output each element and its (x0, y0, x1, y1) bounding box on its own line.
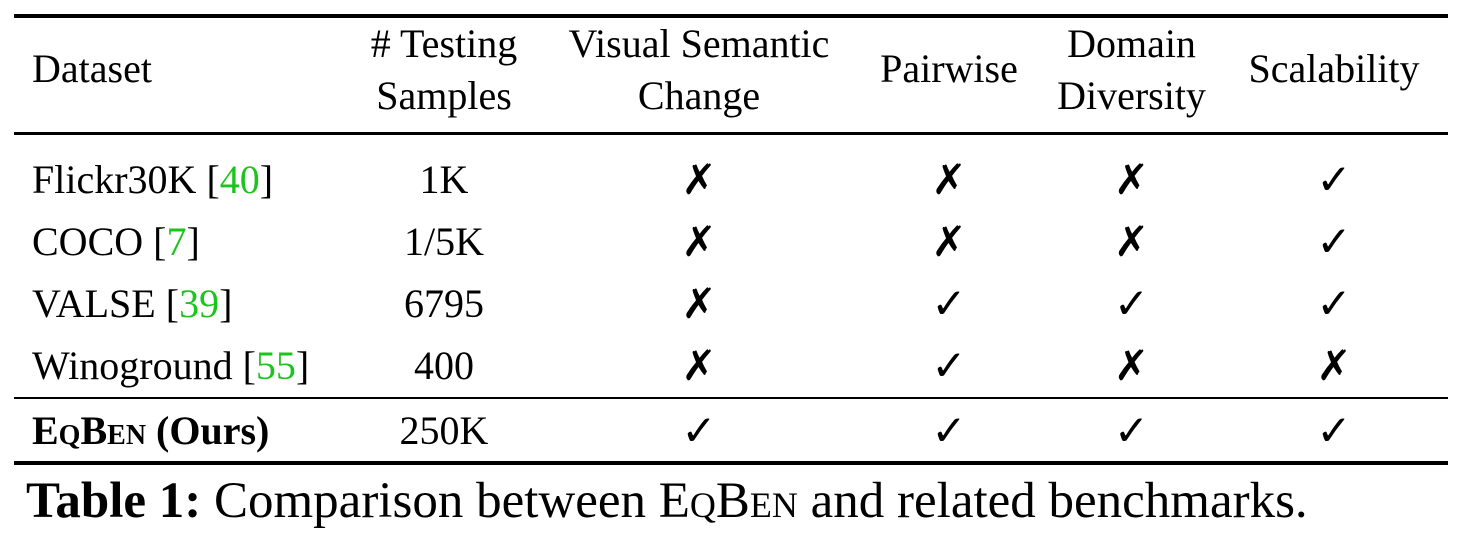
table-ours-rule (14, 397, 1448, 399)
check-icon: ✓ (1316, 155, 1352, 204)
dataset-name: Winoground (32, 343, 233, 388)
header-pairwise: Pairwise (880, 46, 1018, 91)
check-icon: ✓ (1316, 279, 1352, 328)
header-domain-line1: Domain (1067, 21, 1196, 66)
citation-link[interactable]: 55 (255, 343, 296, 388)
caption-eqben-name: EqBen (658, 473, 798, 529)
check-icon: ✓ (931, 406, 967, 455)
caption-text-before: Comparison between (214, 473, 646, 529)
check-icon: ✓ (1113, 279, 1150, 328)
header-testing-samples: # Testing Samples (344, 18, 544, 122)
header-visual-line1: Visual Semantic (568, 21, 830, 66)
table-row-ours-name: EqBen (Ours) (32, 405, 269, 457)
cross-icon: ✗ (1316, 341, 1352, 390)
check-icon: ✓ (1113, 406, 1150, 455)
table-row-dataset: COCO [7] (32, 219, 200, 264)
citation-link[interactable]: 40 (219, 157, 260, 202)
header-scalability: Scalability (1248, 46, 1420, 91)
header-domain-diversity: Domain Diversity (1044, 18, 1219, 122)
cross-icon: ✗ (681, 341, 717, 390)
cross-icon: ✗ (931, 155, 967, 204)
header-testing-samples-line2: Samples (376, 73, 512, 118)
dataset-name: VALSE (32, 281, 156, 326)
header-dataset: Dataset (32, 46, 152, 91)
eqben-name: EqBen (32, 408, 147, 453)
caption-label: Table 1: (26, 473, 202, 529)
citation-link[interactable]: 39 (179, 281, 220, 326)
table-caption: Table 1: Comparison between EqBen and re… (26, 470, 1308, 532)
header-domain-line2: Diversity (1057, 73, 1206, 118)
table-row-samples: 400 (414, 343, 474, 388)
table-row-dataset: VALSE [39] (32, 281, 233, 326)
dataset-name: Flickr30K (32, 157, 197, 202)
check-icon: ✓ (1316, 217, 1352, 266)
table-row-samples: 1K (419, 157, 469, 202)
table-header-rule (14, 132, 1448, 135)
ours-suffix: (Ours) (156, 408, 270, 453)
cross-icon: ✗ (1113, 341, 1150, 390)
cross-icon: ✗ (681, 217, 717, 266)
table-bottom-rule (14, 461, 1448, 465)
table-row-dataset: Flickr30K [40] (32, 157, 274, 202)
table-row-samples: 6795 (404, 281, 484, 326)
dataset-name: COCO (32, 219, 144, 264)
cross-icon: ✗ (1113, 217, 1150, 266)
cross-icon: ✗ (681, 155, 717, 204)
header-testing-samples-line1: # Testing (370, 21, 518, 66)
check-icon: ✓ (931, 279, 967, 328)
header-visual-line2: Change (637, 73, 761, 118)
table-row-samples: 1/5K (404, 219, 484, 264)
check-icon: ✓ (931, 341, 967, 390)
cross-icon: ✗ (681, 279, 717, 328)
table-top-rule (14, 14, 1448, 18)
table-row-ours-samples: 250K (399, 408, 489, 453)
check-icon: ✓ (681, 406, 717, 455)
caption-text-after: and related benchmarks. (810, 473, 1308, 529)
check-icon: ✓ (1316, 406, 1352, 455)
cross-icon: ✗ (1113, 155, 1150, 204)
table-row-dataset: Winoground [55] (32, 343, 310, 388)
cross-icon: ✗ (931, 217, 967, 266)
header-visual-semantic-change: Visual Semantic Change (554, 18, 844, 122)
citation-link[interactable]: 7 (166, 219, 187, 264)
